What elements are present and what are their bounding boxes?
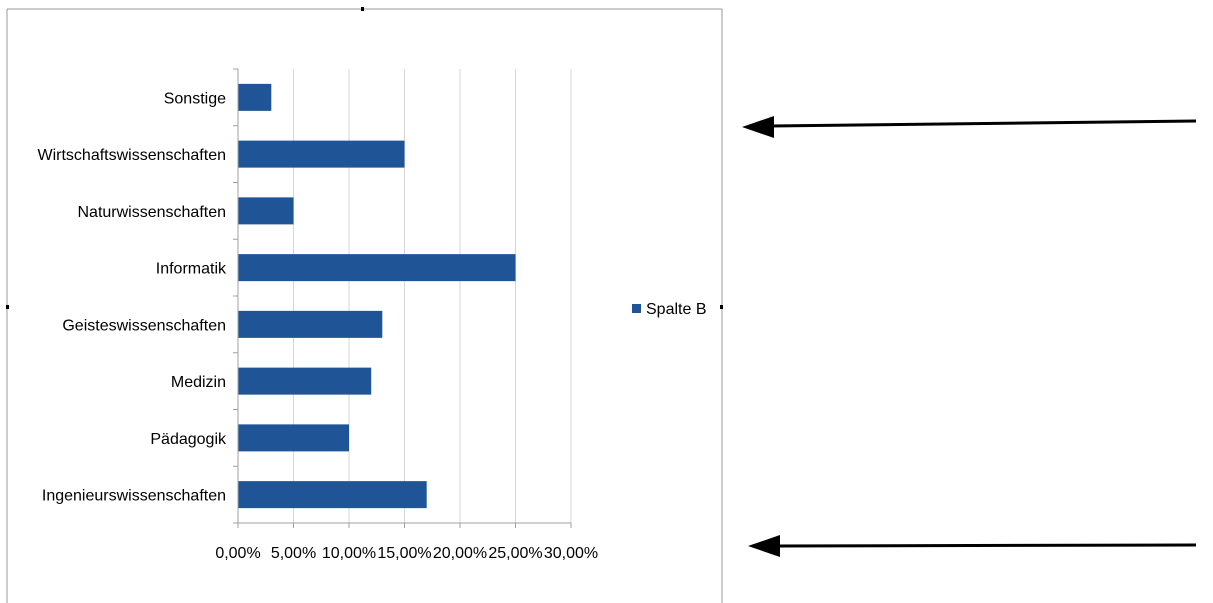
- category-label: Informatik: [156, 261, 227, 278]
- legend: Spalte B: [632, 301, 706, 318]
- axes: [233, 68, 572, 528]
- frame-handle-right[interactable]: [720, 305, 723, 309]
- bar[interactable]: [238, 367, 372, 395]
- grid-lines: [293, 69, 572, 523]
- legend-label: Spalte B: [646, 301, 706, 318]
- arrow-pointing-left-icon: [742, 116, 1197, 138]
- category-label: Wirtschaftswissenschaften: [37, 147, 226, 164]
- category-label: Sonstige: [164, 90, 226, 107]
- x-tick-label: 0,00%: [215, 545, 260, 562]
- category-labels: Sonstige Wirtschaftswissenschaften Naturwi…: [37, 90, 227, 504]
- bar[interactable]: [238, 310, 383, 338]
- category-label: Ingenieurswissenschaften: [42, 488, 226, 505]
- frame-handle-top[interactable]: [361, 7, 364, 11]
- legend-swatch: [632, 304, 641, 313]
- bar[interactable]: [238, 254, 516, 282]
- x-tick-label: 30,00%: [544, 545, 598, 562]
- arrow-pointing-left-icon: [748, 535, 1197, 557]
- category-label: Medizin: [171, 374, 226, 391]
- category-label: Naturwissenschaften: [77, 204, 226, 221]
- tick-labels: 0,00% 5,00% 10,00% 15,00% 20,00% 25,00% 30,00%: [215, 545, 598, 562]
- x-tick-label: 15,00%: [377, 545, 431, 562]
- bar-series: [238, 83, 516, 509]
- bar[interactable]: [238, 83, 272, 111]
- bar[interactable]: [238, 424, 349, 452]
- bar[interactable]: [238, 140, 405, 168]
- bar[interactable]: [238, 197, 294, 225]
- x-tick-label: 20,00%: [433, 545, 487, 562]
- frame-handle-left[interactable]: [6, 305, 9, 309]
- category-label: Geisteswissenschaften: [62, 317, 226, 334]
- x-tick-label: 5,00%: [271, 545, 316, 562]
- bar[interactable]: [238, 481, 427, 509]
- category-label: Pädagogik: [150, 431, 227, 448]
- x-tick-label: 10,00%: [322, 545, 376, 562]
- x-tick-label: 25,00%: [488, 545, 542, 562]
